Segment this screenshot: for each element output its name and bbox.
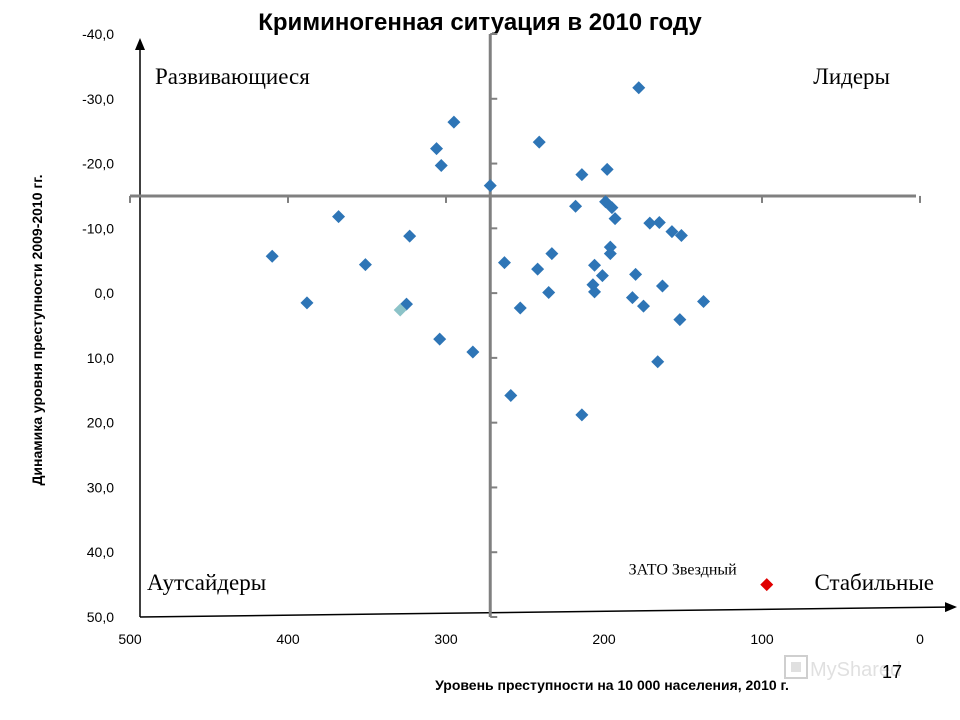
data-point <box>673 313 687 327</box>
y-tick-label: 30,0 <box>87 479 114 495</box>
data-point <box>632 81 646 95</box>
watermark-icon-inner <box>791 662 801 672</box>
data-point <box>655 279 669 293</box>
data-points <box>265 81 774 592</box>
data-point <box>433 332 447 346</box>
x-tick-label: 400 <box>276 631 300 647</box>
data-point <box>447 115 461 129</box>
x-tick-label: 500 <box>118 631 142 647</box>
y-tick-label: -10,0 <box>82 220 114 236</box>
data-point <box>595 269 609 283</box>
data-point <box>651 355 665 369</box>
x-tick-labels: 500 400 300 200 100 0 <box>118 631 924 647</box>
x-axis-title: Уровень преступности на 10 000 населения… <box>435 677 789 693</box>
y-tick-label: 50,0 <box>87 609 114 625</box>
quadrant-label-leaders: Лидеры <box>813 64 890 89</box>
y-tick-label: -20,0 <box>82 156 114 172</box>
data-point-light <box>393 303 407 317</box>
data-point <box>358 258 372 272</box>
data-point <box>332 210 346 224</box>
data-point <box>532 135 546 149</box>
data-point <box>569 199 583 213</box>
x-tick-label: 200 <box>592 631 616 647</box>
data-point <box>608 212 622 226</box>
data-point <box>497 256 511 270</box>
data-point <box>600 162 614 176</box>
data-point <box>665 225 679 239</box>
y-tick-label: -40,0 <box>82 26 114 42</box>
data-point <box>265 249 279 263</box>
data-point <box>575 168 589 182</box>
data-point <box>605 201 619 215</box>
data-point <box>430 142 444 156</box>
data-point <box>504 388 518 402</box>
data-point <box>531 262 545 276</box>
chart-title: Криминогенная ситуация в 2010 году <box>258 9 702 36</box>
data-point <box>625 291 639 305</box>
data-point <box>434 158 448 172</box>
highlight-point-label: ЗАТО Звездный <box>629 562 738 579</box>
data-point <box>697 295 711 309</box>
x-axis-line <box>139 602 957 618</box>
y-tick-label: -30,0 <box>82 91 114 107</box>
y-tick-labels: -40,0 -30,0 -20,0 -10,0 0,0 10,0 20,0 30,0 40,0 5… <box>82 26 114 625</box>
watermark-text: MyShared <box>810 659 901 681</box>
x-tick-label: 300 <box>434 631 458 647</box>
data-point <box>629 267 643 281</box>
x-tick-label: 100 <box>750 631 774 647</box>
data-point <box>483 179 497 193</box>
y-tick-label: 10,0 <box>87 350 114 366</box>
point-annotations: ЗАТО Звездный <box>629 562 738 579</box>
y-axis-title: Динамика уровня преступности 2009-2010 г… <box>29 174 45 485</box>
quadrant-label-developing: Развивающиеся <box>155 64 310 89</box>
data-point <box>542 285 556 299</box>
x-tick-label: 0 <box>916 631 924 647</box>
y-tick-label: 0,0 <box>95 285 115 301</box>
data-point <box>575 408 589 422</box>
divider-tick-marks <box>490 33 498 618</box>
quadrant-label-outsiders: Аутсайдеры <box>147 570 266 595</box>
slide-number: 17 <box>882 662 902 682</box>
highlight-point <box>760 578 774 592</box>
data-point <box>300 296 314 310</box>
watermark-logo: MyShared <box>784 655 901 681</box>
data-point <box>588 258 602 272</box>
data-point <box>674 228 688 242</box>
data-point <box>403 229 417 243</box>
data-point <box>588 285 602 299</box>
data-point <box>652 216 666 230</box>
data-point <box>637 299 650 313</box>
y-tick-label: 40,0 <box>87 544 114 560</box>
data-point <box>643 216 657 230</box>
data-point <box>466 345 480 359</box>
data-point <box>513 301 527 315</box>
data-point <box>545 247 559 261</box>
y-tick-label: 20,0 <box>87 415 114 431</box>
data-point <box>603 247 617 261</box>
watermark-icon <box>784 655 808 679</box>
quadrant-label-stable: Стабильные <box>814 570 934 595</box>
